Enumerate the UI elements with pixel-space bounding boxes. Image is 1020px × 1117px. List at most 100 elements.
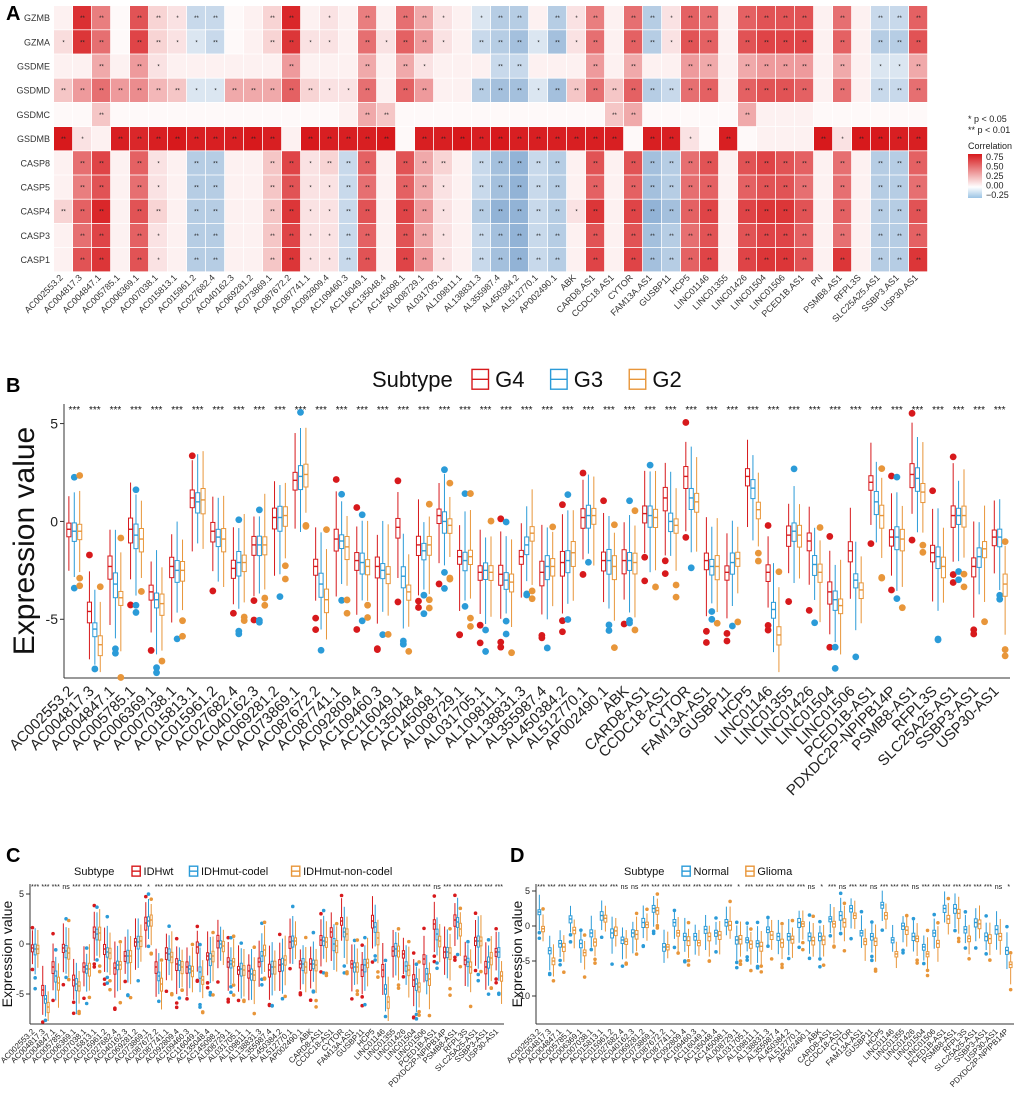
heatmap-cell xyxy=(491,54,510,78)
box-outlier xyxy=(528,587,536,595)
box-outlier xyxy=(984,952,988,956)
heatmap-cell xyxy=(130,6,149,30)
box-outlier xyxy=(342,964,347,968)
heatmap-cell xyxy=(73,78,92,102)
box-outlier xyxy=(414,962,419,967)
heatmap-cell xyxy=(225,151,244,175)
box-outlier xyxy=(852,653,860,661)
heatmap-significance: ** xyxy=(897,258,902,264)
box-outlier xyxy=(908,409,916,417)
box-outlier xyxy=(414,1012,419,1017)
box-outlier xyxy=(759,970,764,974)
heatmap-significance: ** xyxy=(555,16,560,22)
box-outlier xyxy=(70,473,78,481)
heatmap-significance: ** xyxy=(479,186,484,192)
box-outlier xyxy=(893,473,901,481)
heatmap-cell xyxy=(168,6,187,30)
heatmap-cell xyxy=(681,151,700,175)
heatmap-significance: ** xyxy=(878,234,883,240)
box-outlier xyxy=(790,918,795,923)
significance-label: *** xyxy=(402,884,410,891)
heatmap-cell xyxy=(776,78,795,102)
heatmap-cell xyxy=(149,248,168,272)
box-outlier xyxy=(92,962,97,966)
box-outlier xyxy=(476,621,484,629)
heatmap-cell xyxy=(643,78,662,102)
heatmap-row-label: GSDMC xyxy=(17,110,51,120)
heatmap-cell xyxy=(795,175,814,199)
box-outlier xyxy=(401,974,406,979)
box-outlier xyxy=(461,490,469,498)
box-outlier xyxy=(832,945,836,949)
box-outlier xyxy=(867,540,875,548)
heatmap-cell xyxy=(852,78,871,102)
box-outlier xyxy=(252,945,257,950)
box-outlier xyxy=(919,548,927,556)
heatmap-cell xyxy=(605,6,624,30)
box-body xyxy=(868,475,874,491)
heatmap-cell xyxy=(472,30,491,54)
heatmap-significance: ** xyxy=(669,137,674,143)
heatmap-cell xyxy=(700,78,719,102)
heatmap-cell xyxy=(700,54,719,78)
heatmap-significance: ** xyxy=(517,186,522,192)
heatmap-cell xyxy=(111,78,130,102)
heatmap-significance: ** xyxy=(707,161,712,167)
heatmap-cell xyxy=(757,102,776,127)
significance-label: *** xyxy=(579,884,587,891)
box-body xyxy=(148,584,154,601)
box-outlier xyxy=(807,913,812,917)
heatmap-significance: * xyxy=(195,89,198,95)
heatmap-significance: ** xyxy=(555,137,560,143)
heatmap-row-label: GZMB xyxy=(24,13,50,23)
heatmap-significance: ** xyxy=(840,210,845,216)
heatmap-cell xyxy=(339,199,358,223)
heatmap-significance: ** xyxy=(707,234,712,240)
heatmap-significance: ** xyxy=(498,40,503,46)
significance-label: *** xyxy=(651,884,659,891)
heatmap-significance: ** xyxy=(99,258,104,264)
heatmap-cell xyxy=(472,151,491,175)
box-body xyxy=(683,466,689,489)
box-outlier xyxy=(319,911,323,916)
box-outlier xyxy=(541,907,545,911)
heatmap-significance: ** xyxy=(650,137,655,143)
heatmap-significance: * xyxy=(62,40,65,46)
box-outlier xyxy=(407,939,411,944)
heatmap-significance: ** xyxy=(270,16,275,22)
heatmap-cell xyxy=(814,151,833,175)
box-outlier xyxy=(174,1001,179,1005)
heatmap-significance: ** xyxy=(346,161,351,167)
significance-label: *** xyxy=(809,405,821,416)
heatmap-significance: ** xyxy=(878,89,883,95)
heatmap-cell xyxy=(833,54,852,78)
box-outlier xyxy=(489,986,494,991)
heatmap-cell xyxy=(548,102,567,127)
heatmap-cell xyxy=(662,78,681,102)
heatmap-significance: ** xyxy=(745,89,750,95)
heatmap-cell xyxy=(681,127,700,151)
heatmap-significance: ** xyxy=(498,210,503,216)
significance-label: *** xyxy=(788,405,800,416)
heatmap-cell xyxy=(491,78,510,102)
box-outlier xyxy=(797,945,801,950)
heatmap-cell xyxy=(890,30,909,54)
box-outlier xyxy=(345,970,349,974)
y-axis-title: Expression value xyxy=(509,900,525,1007)
box-outlier xyxy=(355,992,360,997)
box-outlier xyxy=(280,996,285,1001)
heatmap-cell xyxy=(833,78,852,102)
significance-label: *** xyxy=(624,405,636,416)
significance-label: *** xyxy=(994,405,1006,416)
heatmap-cell xyxy=(263,78,282,102)
significance-label: *** xyxy=(859,884,867,891)
box-body xyxy=(179,561,186,582)
box-body xyxy=(950,505,956,528)
heatmap-cell xyxy=(871,78,890,102)
legend-title: Subtype xyxy=(74,866,114,878)
box-body xyxy=(1002,573,1008,597)
box-outlier xyxy=(414,1017,419,1021)
heatmap-significance: ** xyxy=(669,161,674,167)
box-outlier xyxy=(626,619,633,627)
heatmap-cell xyxy=(643,6,662,30)
